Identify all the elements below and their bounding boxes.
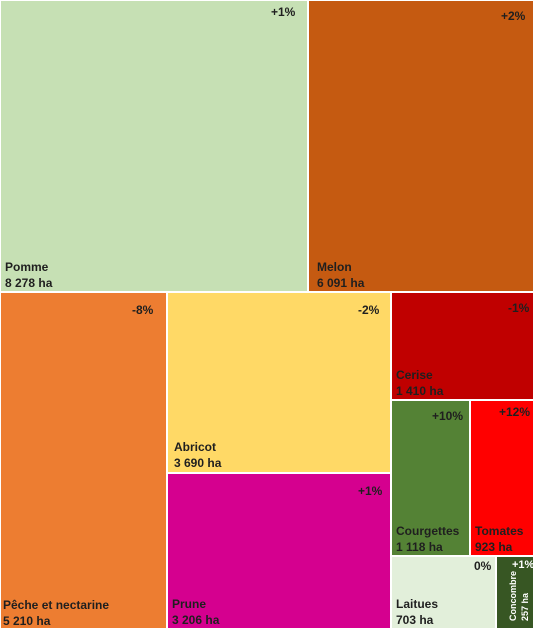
tile-label-abricot: Abricot 3 690 ha — [174, 439, 221, 471]
tile-abricot: -2% Abricot 3 690 ha — [167, 292, 391, 473]
tile-tomates: +12% Tomates 923 ha — [470, 400, 534, 556]
category-name-tomates: Tomates — [475, 524, 524, 538]
change-label-peche-et-nectarine: -8% — [132, 303, 154, 317]
tile-pomme: +1% Pomme 8 278 ha — [0, 0, 308, 292]
category-name-pomme: Pomme — [5, 260, 49, 274]
tile-label-laitues: Laitues 703 ha — [396, 596, 438, 628]
area-value-concombre: 257 ha — [520, 592, 530, 621]
tile-label-peche-et-nectarine: Pêche et nectarine 5 210 ha — [3, 597, 110, 628]
category-name-concombre: Concombre — [508, 570, 518, 621]
area-value-tomates: 923 ha — [475, 540, 513, 554]
tile-label-prune: Prune 3 206 ha — [172, 596, 219, 628]
tile-label-concombre: Concombre 257 ha — [507, 571, 531, 621]
tile-melon: +2% Melon 6 091 ha — [308, 0, 534, 292]
tile-label-melon: Melon 6 091 ha — [317, 259, 364, 291]
change-label-cerise: -1% — [508, 301, 530, 315]
change-label-laitues: 0% — [474, 559, 492, 573]
category-name-melon: Melon — [317, 260, 352, 274]
area-value-abricot: 3 690 ha — [174, 456, 222, 470]
change-label-abricot: -2% — [358, 303, 380, 317]
category-name-abricot: Abricot — [174, 440, 216, 454]
tile-label-pomme: Pomme 8 278 ha — [5, 259, 52, 291]
tile-peche-et-nectarine: -8% Pêche et nectarine 5 210 ha — [0, 292, 167, 629]
area-value-cerise: 1 410 ha — [396, 384, 444, 398]
category-name-laitues: Laitues — [396, 597, 439, 611]
area-value-pomme: 8 278 ha — [5, 276, 53, 290]
change-label-prune: +1% — [358, 484, 383, 498]
tile-courgettes: +10% Courgettes 1 118 ha — [391, 400, 470, 556]
category-name-cerise: Cerise — [396, 368, 433, 382]
tile-prune: +1% Prune 3 206 ha — [167, 473, 391, 629]
change-label-courgettes: +10% — [432, 409, 464, 423]
area-value-melon: 6 091 ha — [317, 276, 365, 290]
change-label-pomme: +1% — [271, 5, 296, 19]
category-name-prune: Prune — [172, 597, 207, 611]
change-label-concombre: +1% — [512, 559, 534, 571]
area-value-laitues: 703 ha — [396, 613, 434, 627]
change-label-melon: +2% — [501, 9, 526, 23]
tile-label-tomates: Tomates 923 ha — [475, 523, 523, 555]
tile-cerise: -1% Cerise 1 410 ha — [391, 292, 534, 400]
tile-label-cerise: Cerise 1 410 ha — [396, 367, 443, 399]
area-value-prune: 3 206 ha — [172, 613, 220, 627]
tile-laitues: 0% Laitues 703 ha — [391, 556, 496, 629]
area-value-peche-et-nectarine: 5 210 ha — [3, 614, 51, 628]
category-name-courgettes: Courgettes — [396, 524, 460, 538]
tile-concombre: +1% Concombre 257 ha — [496, 556, 534, 629]
area-value-courgettes: 1 118 ha — [396, 540, 443, 554]
change-label-tomates: +12% — [499, 405, 531, 419]
tile-label-courgettes: Courgettes 1 118 ha — [396, 523, 459, 555]
category-name-peche-et-nectarine: Pêche et nectarine — [3, 598, 110, 612]
